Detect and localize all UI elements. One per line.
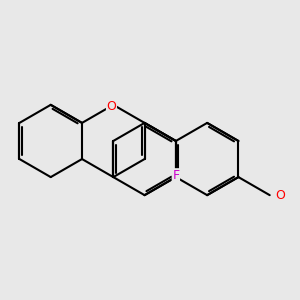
Text: O: O bbox=[276, 189, 286, 202]
Text: F: F bbox=[172, 169, 179, 182]
Text: O: O bbox=[106, 100, 116, 113]
